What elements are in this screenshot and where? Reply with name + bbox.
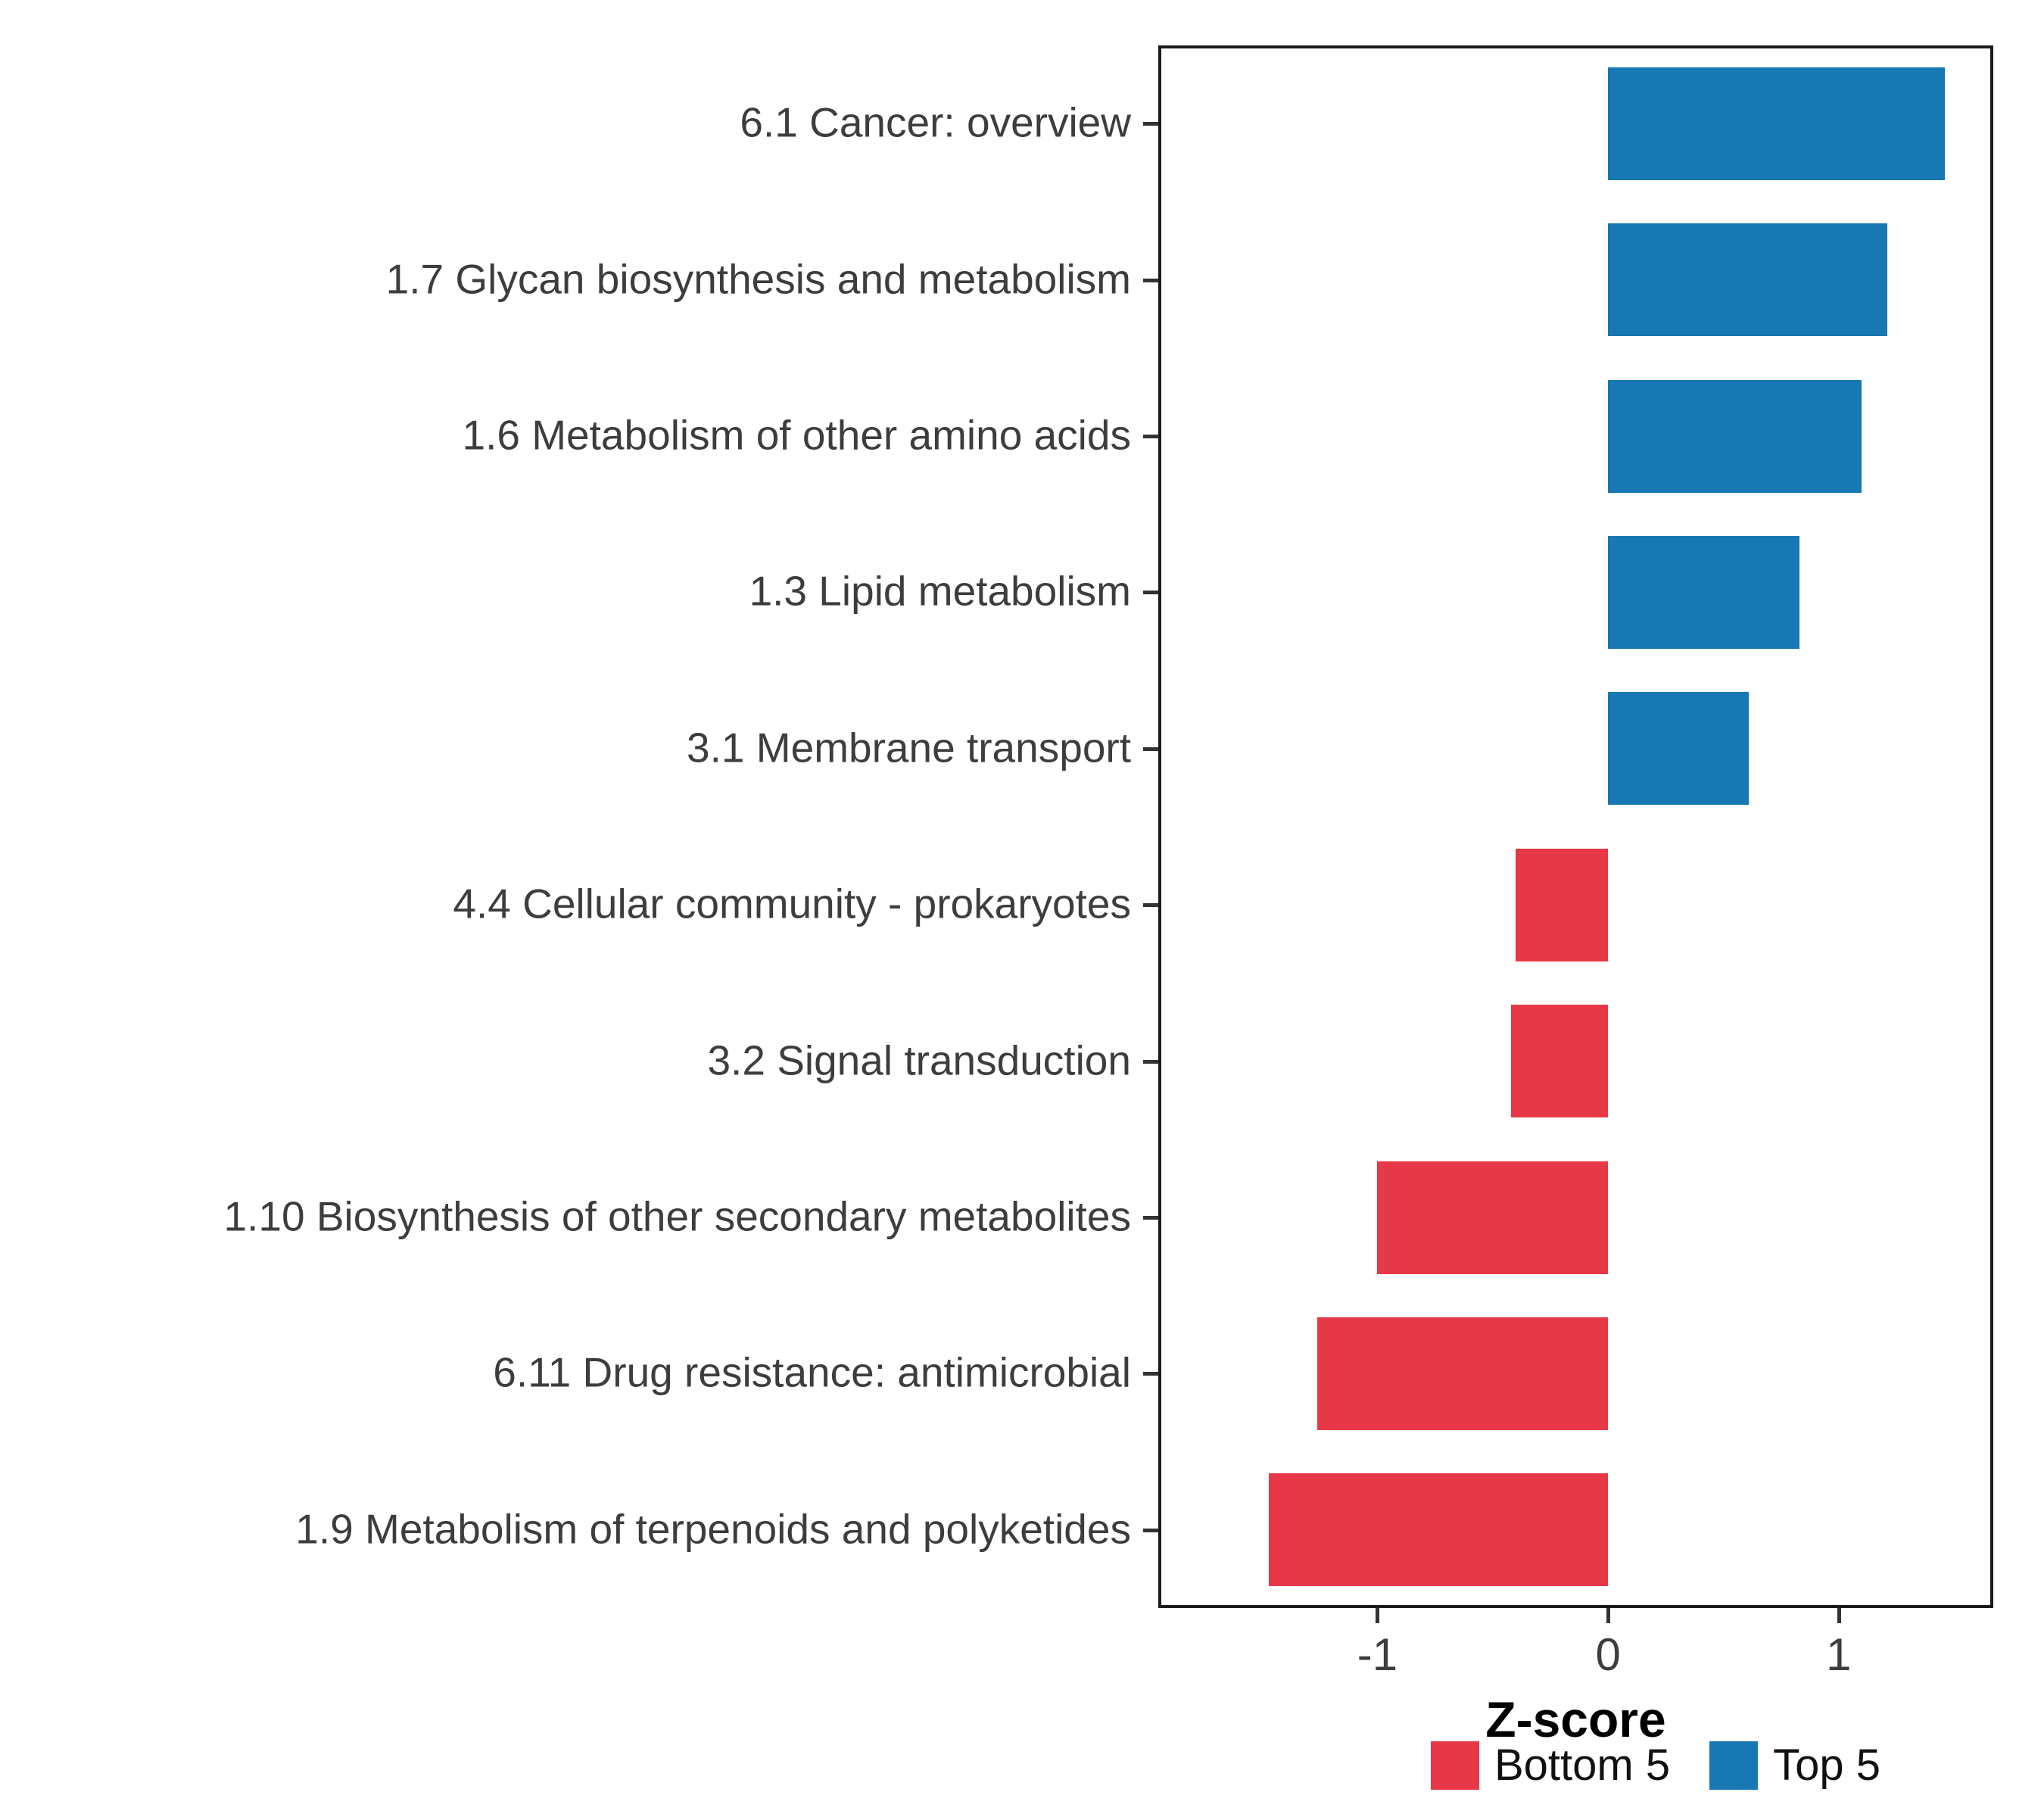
category-label: 1.9 Metabolism of terpenoids and polyket…: [295, 1505, 1131, 1553]
bar-top5: [1608, 223, 1887, 337]
bar-bottom5: [1317, 1317, 1609, 1430]
legend-item-bottom5: Bottom 5: [1430, 1741, 1671, 1790]
y-axis-tick: [1143, 1372, 1158, 1376]
bar-top5: [1608, 535, 1800, 649]
legend-swatch-top5-icon: [1709, 1741, 1759, 1790]
y-axis-tick: [1143, 1216, 1158, 1220]
y-axis-tick: [1143, 591, 1158, 595]
legend-swatch-bottom5-icon: [1430, 1741, 1479, 1790]
bar-bottom5: [1377, 1161, 1609, 1274]
category-label: 4.4 Cellular community - prokaryotes: [453, 880, 1131, 927]
y-axis-tick: [1143, 435, 1158, 438]
bar-top5: [1608, 379, 1862, 493]
x-axis-tick: [1837, 1608, 1841, 1623]
bar-bottom5: [1269, 1473, 1609, 1587]
bar-bottom5: [1516, 848, 1609, 961]
x-axis-tick: [1606, 1608, 1611, 1623]
bar-top5: [1608, 692, 1750, 806]
y-axis-tick: [1143, 903, 1158, 908]
category-label: 6.1 Cancer: overview: [740, 98, 1131, 146]
y-axis-tick: [1143, 1059, 1158, 1064]
plot-panel: [1158, 45, 1993, 1608]
category-label: 3.2 Signal transduction: [707, 1036, 1131, 1083]
x-tick-label: 1: [1826, 1629, 1852, 1680]
category-label: 6.11 Drug resistance: antimicrobial: [493, 1348, 1131, 1396]
x-tick-label: -1: [1357, 1629, 1398, 1680]
bar-top5: [1608, 67, 1945, 180]
legend-item-top5: Top 5: [1709, 1741, 1880, 1790]
y-axis-tick: [1143, 1528, 1158, 1532]
category-label: 1.3 Lipid metabolism: [749, 567, 1131, 615]
y-axis-tick: [1143, 122, 1158, 126]
category-label: 1.10 Biosynthesis of other secondary met…: [223, 1192, 1131, 1240]
legend: Bottom 5 Top 5: [0, 1741, 1880, 1790]
legend-label-bottom5: Bottom 5: [1494, 1741, 1671, 1790]
category-label: 3.1 Membrane transport: [687, 724, 1131, 771]
x-axis-title: Z-score: [1485, 1691, 1666, 1747]
category-label: 1.7 Glycan biosynthesis and metabolism: [385, 254, 1131, 302]
y-axis-tick: [1143, 278, 1158, 282]
category-label: 1.6 Metabolism of other amino acids: [462, 411, 1132, 459]
x-axis-tick: [1376, 1608, 1380, 1623]
y-axis-tick: [1143, 746, 1158, 751]
legend-label-top5: Top 5: [1773, 1741, 1880, 1790]
bar-bottom5: [1511, 1005, 1609, 1118]
x-tick-label: 0: [1595, 1629, 1621, 1680]
